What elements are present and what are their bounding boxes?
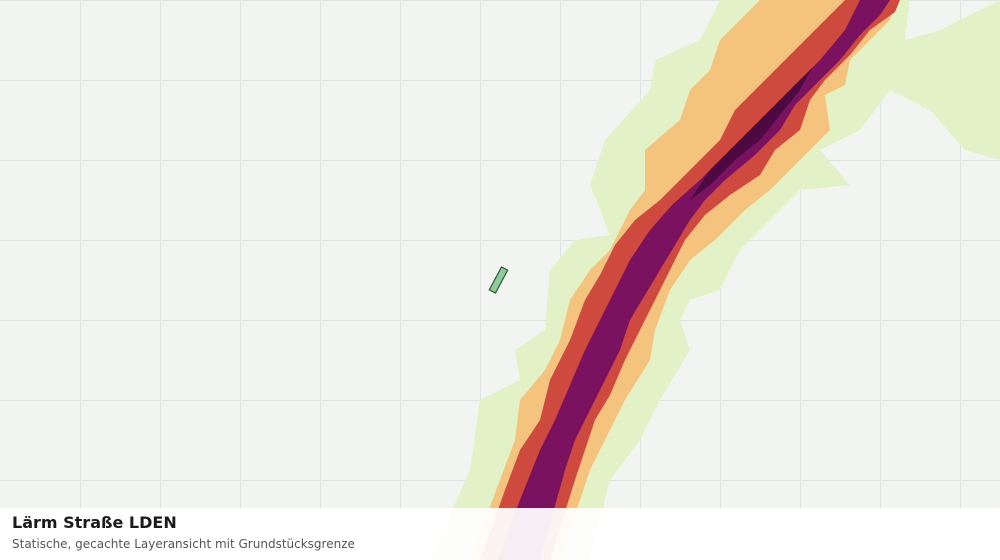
- noise-zone-55: [920, 96, 940, 108]
- layer-subtitle: Statische, gecachte Layeransicht mit Gru…: [12, 537, 355, 551]
- noise-zone-70: [498, 0, 890, 560]
- parcel-boundary: [488, 266, 509, 294]
- noise-zone-75: [690, 68, 812, 200]
- noise-zones: [430, 0, 1000, 560]
- layer-title: Lärm Straße LDEN: [12, 513, 177, 532]
- legend-panel: Lärm Straße LDEN Statische, gecachte Lay…: [0, 508, 1000, 560]
